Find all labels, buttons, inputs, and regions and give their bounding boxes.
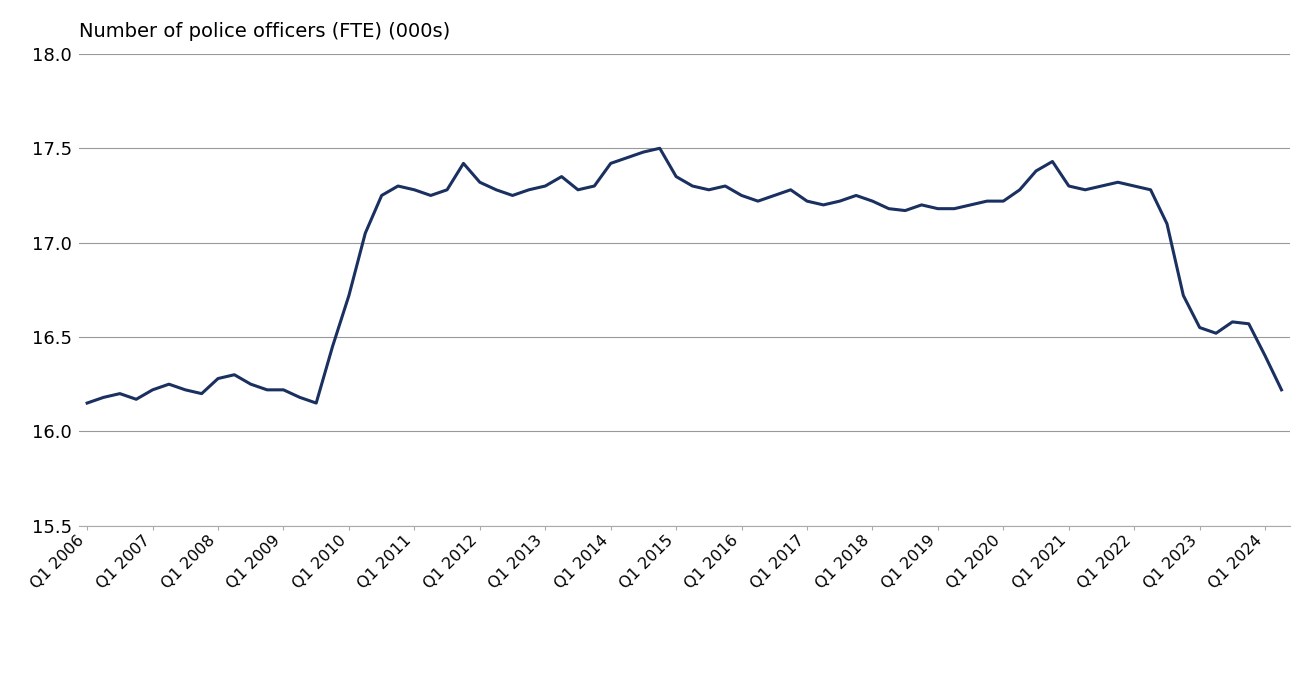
Text: Number of police officers (FTE) (000s): Number of police officers (FTE) (000s) — [79, 22, 450, 41]
